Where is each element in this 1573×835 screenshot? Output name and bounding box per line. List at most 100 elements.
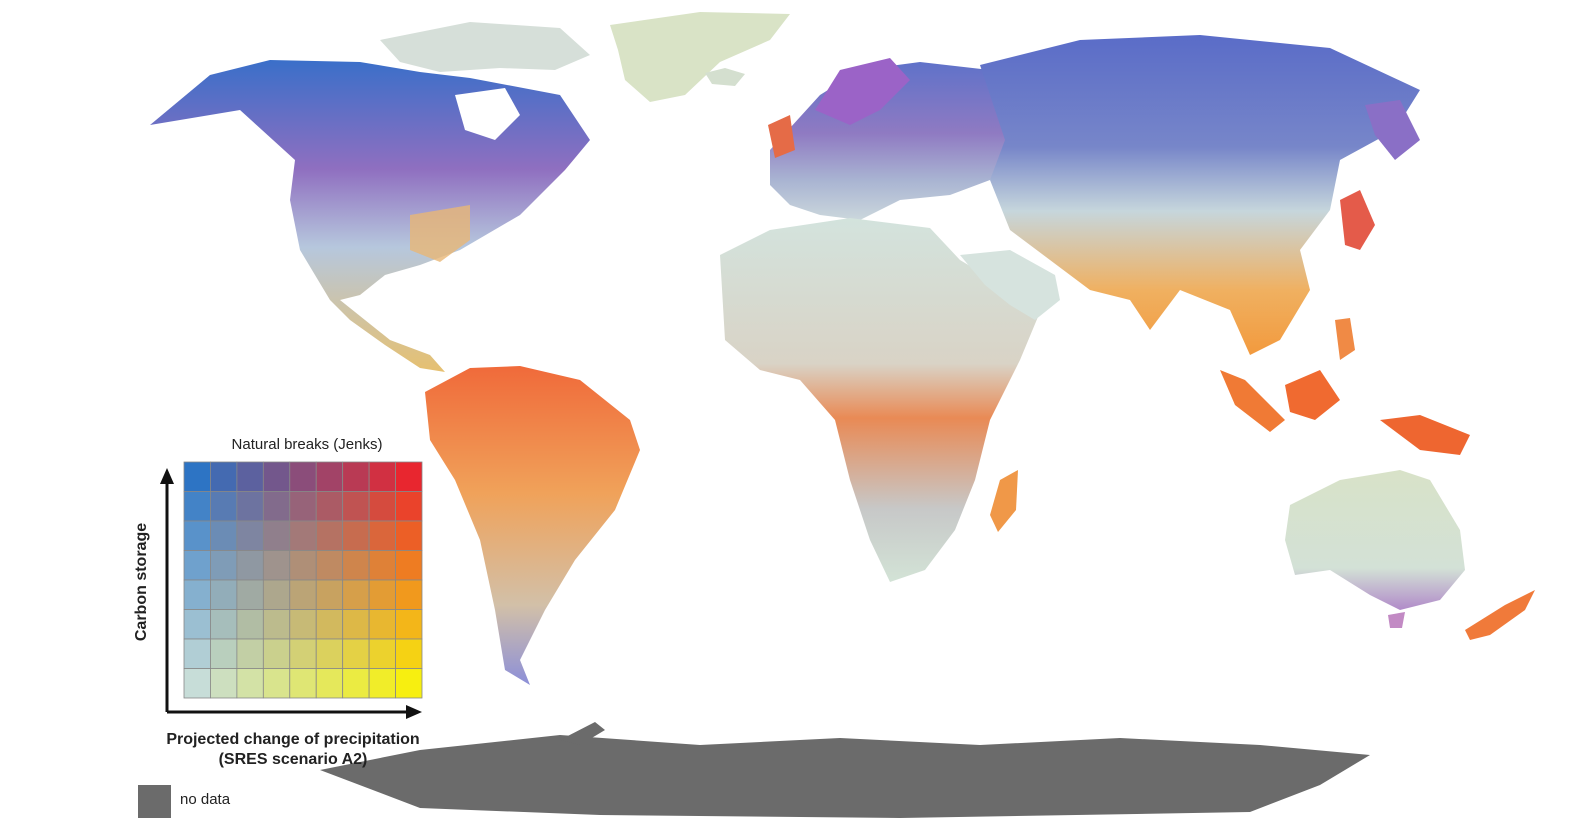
legend-cell [395, 520, 423, 551]
legend-cell [262, 550, 291, 581]
legend-cell [183, 579, 211, 610]
legend-cell [289, 520, 317, 551]
legend-cell [183, 638, 211, 669]
legend-cell [395, 638, 423, 669]
legend-cell [395, 609, 423, 640]
legend-cell [262, 491, 291, 522]
north-america [150, 60, 590, 372]
madagascar [990, 470, 1018, 532]
legend-cell [315, 550, 344, 581]
legend-axes [160, 468, 422, 719]
tasmania [1388, 612, 1405, 628]
legend-cell [315, 609, 344, 640]
legend-cell [183, 491, 211, 522]
legend-cell [236, 461, 264, 492]
legend-cell [395, 550, 423, 581]
legend-cell [289, 668, 317, 699]
canadian-arctic-islands [380, 22, 590, 72]
legend-cell [236, 520, 264, 551]
legend-cell [342, 520, 370, 551]
legend-cell [236, 491, 264, 522]
legend-cell [289, 550, 317, 581]
legend-cell [262, 668, 291, 699]
legend-cell [368, 668, 396, 699]
legend-cell [262, 638, 291, 669]
legend-cell [289, 609, 317, 640]
no-data-swatch [138, 785, 171, 818]
legend-cell [236, 668, 264, 699]
legend-cell [342, 609, 370, 640]
legend-x-axis-label-line1: Projected change of precipitation [166, 731, 420, 748]
legend-cell [183, 550, 211, 581]
legend-y-axis-label: Carbon storage [133, 522, 150, 642]
legend-cell [315, 491, 344, 522]
legend-cell [262, 520, 291, 551]
greenland [610, 12, 790, 102]
legend-cell [210, 550, 238, 581]
legend-cell [289, 491, 317, 522]
legend-cell [210, 520, 238, 551]
legend-cell [368, 550, 396, 581]
legend-cell [210, 638, 238, 669]
sumatra [1220, 370, 1285, 432]
australia [1285, 470, 1465, 610]
kamchatka [1365, 100, 1420, 160]
no-data-label: no data [180, 791, 231, 808]
legend-cell [315, 579, 344, 610]
antarctica [320, 735, 1370, 818]
legend-cell [368, 579, 396, 610]
legend-cell [262, 579, 291, 610]
legend-cell [262, 609, 291, 640]
legend-cell [210, 491, 238, 522]
legend-cell [236, 638, 264, 669]
legend-cell [368, 520, 396, 551]
legend-cell [315, 668, 344, 699]
british-isles [768, 115, 795, 158]
legend-x-axis-label: Projected change of precipitation (SRES … [118, 730, 468, 770]
scandinavia [815, 58, 910, 125]
south-america [425, 366, 640, 685]
legend-color-grid [183, 461, 423, 699]
legend-cell [183, 609, 211, 640]
japan [1340, 190, 1375, 250]
hudson-bay [455, 88, 520, 140]
new-zealand [1465, 590, 1535, 640]
legend-cell [183, 461, 211, 492]
legend-cell [262, 461, 291, 492]
africa [720, 218, 1045, 582]
legend-cell [210, 668, 238, 699]
us-southeast [410, 205, 470, 262]
legend-cell [236, 579, 264, 610]
borneo [1285, 370, 1340, 420]
philippines [1335, 318, 1355, 360]
legend-cell [368, 461, 396, 492]
legend-title: Natural breaks (Jenks) [231, 436, 383, 453]
legend-cell [183, 520, 211, 551]
legend-cell [289, 638, 317, 669]
legend-cell [236, 609, 264, 640]
antarctic-peninsula [560, 722, 605, 745]
legend-cell [315, 520, 344, 551]
legend-cell [395, 668, 423, 699]
legend-cell [342, 668, 370, 699]
legend-cell [210, 579, 238, 610]
legend-cell [342, 461, 370, 492]
asia [980, 35, 1420, 355]
legend-cell [395, 461, 423, 492]
legend-cell [289, 579, 317, 610]
legend-cell [236, 550, 264, 581]
legend-cell [289, 461, 317, 492]
legend-cell [395, 491, 423, 522]
legend-cell [210, 461, 238, 492]
legend-cell [342, 491, 370, 522]
legend-cell [342, 638, 370, 669]
legend-cell [315, 638, 344, 669]
legend-cell [368, 491, 396, 522]
iceland [705, 68, 745, 86]
arabian-peninsula [960, 250, 1060, 320]
legend-cell [368, 638, 396, 669]
new-guinea [1380, 415, 1470, 455]
legend-cell [342, 579, 370, 610]
legend-x-axis-label-line2: (SRES scenario A2) [218, 751, 368, 768]
